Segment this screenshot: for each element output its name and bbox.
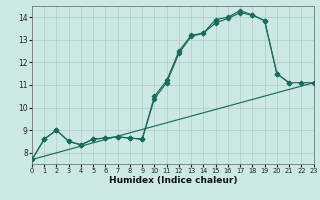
X-axis label: Humidex (Indice chaleur): Humidex (Indice chaleur) [108,176,237,185]
